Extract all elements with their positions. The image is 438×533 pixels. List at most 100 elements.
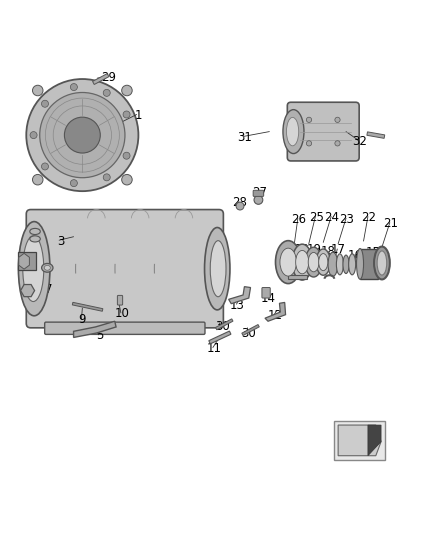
- Circle shape: [71, 84, 78, 91]
- Ellipse shape: [319, 254, 328, 271]
- Polygon shape: [338, 425, 381, 456]
- Circle shape: [26, 79, 138, 191]
- Ellipse shape: [205, 228, 230, 310]
- Text: 17: 17: [331, 244, 346, 256]
- Text: 8: 8: [26, 263, 33, 277]
- Text: 9: 9: [78, 313, 86, 326]
- Circle shape: [122, 85, 132, 96]
- Polygon shape: [367, 132, 385, 139]
- Text: 16: 16: [348, 249, 363, 262]
- Polygon shape: [18, 253, 36, 270]
- Circle shape: [254, 196, 263, 204]
- Text: 6: 6: [23, 289, 31, 302]
- Ellipse shape: [44, 265, 50, 270]
- Text: 3: 3: [57, 235, 64, 248]
- Polygon shape: [334, 421, 385, 460]
- Polygon shape: [209, 331, 231, 344]
- Ellipse shape: [30, 229, 40, 235]
- Text: 31: 31: [237, 131, 252, 144]
- Text: 7: 7: [45, 283, 53, 296]
- Text: 29: 29: [101, 71, 116, 84]
- Text: 24: 24: [325, 211, 339, 224]
- Text: 13: 13: [230, 298, 245, 312]
- Ellipse shape: [42, 263, 53, 272]
- FancyBboxPatch shape: [287, 102, 359, 161]
- Circle shape: [30, 132, 37, 139]
- Ellipse shape: [349, 254, 356, 275]
- Text: 5: 5: [96, 329, 103, 342]
- Ellipse shape: [296, 251, 309, 274]
- Text: 15: 15: [366, 246, 381, 259]
- Circle shape: [335, 141, 340, 146]
- Polygon shape: [265, 302, 286, 321]
- Polygon shape: [229, 287, 251, 304]
- Circle shape: [32, 85, 43, 96]
- Ellipse shape: [23, 236, 44, 302]
- Circle shape: [123, 152, 130, 159]
- FancyBboxPatch shape: [262, 287, 270, 298]
- Circle shape: [42, 100, 49, 107]
- Polygon shape: [92, 74, 109, 85]
- Polygon shape: [360, 248, 378, 279]
- FancyBboxPatch shape: [26, 209, 223, 328]
- Ellipse shape: [210, 241, 226, 297]
- Text: 21: 21: [383, 217, 398, 230]
- FancyBboxPatch shape: [253, 190, 264, 197]
- Text: 14: 14: [261, 292, 276, 304]
- Ellipse shape: [30, 236, 40, 242]
- Polygon shape: [74, 321, 116, 337]
- Polygon shape: [368, 425, 381, 456]
- Ellipse shape: [328, 252, 338, 276]
- Circle shape: [122, 174, 132, 185]
- Ellipse shape: [286, 117, 299, 146]
- FancyBboxPatch shape: [45, 322, 205, 334]
- Text: 30: 30: [241, 327, 256, 340]
- Text: 4: 4: [28, 227, 35, 240]
- Circle shape: [103, 90, 110, 96]
- Text: 26: 26: [291, 213, 306, 225]
- Polygon shape: [288, 275, 307, 279]
- Ellipse shape: [377, 251, 387, 275]
- Ellipse shape: [343, 255, 349, 273]
- FancyBboxPatch shape: [29, 236, 41, 243]
- Ellipse shape: [308, 253, 319, 272]
- Text: 30: 30: [215, 320, 230, 334]
- Ellipse shape: [305, 247, 322, 277]
- Circle shape: [123, 111, 130, 118]
- Ellipse shape: [374, 247, 390, 279]
- Ellipse shape: [280, 248, 297, 276]
- Text: 28: 28: [233, 197, 247, 209]
- Text: 19: 19: [307, 244, 322, 256]
- Circle shape: [335, 117, 340, 123]
- Ellipse shape: [283, 110, 304, 154]
- Text: 22: 22: [361, 211, 376, 224]
- Circle shape: [306, 141, 311, 146]
- Circle shape: [103, 174, 110, 181]
- Text: 25: 25: [309, 211, 324, 224]
- Circle shape: [71, 180, 78, 187]
- Text: 12: 12: [268, 309, 283, 322]
- Circle shape: [236, 202, 244, 210]
- Text: 11: 11: [206, 342, 221, 356]
- Ellipse shape: [18, 222, 50, 316]
- Ellipse shape: [336, 254, 343, 275]
- Text: 18: 18: [320, 245, 335, 257]
- Text: 10: 10: [114, 308, 129, 320]
- Polygon shape: [215, 319, 233, 330]
- Text: 32: 32: [353, 135, 367, 148]
- Circle shape: [42, 163, 49, 170]
- Polygon shape: [242, 325, 259, 335]
- Ellipse shape: [276, 241, 301, 284]
- Text: 27: 27: [252, 187, 267, 199]
- FancyBboxPatch shape: [117, 295, 123, 305]
- Circle shape: [32, 174, 43, 185]
- Polygon shape: [21, 285, 35, 297]
- Circle shape: [64, 117, 100, 153]
- Text: 23: 23: [339, 213, 354, 225]
- FancyBboxPatch shape: [29, 228, 41, 235]
- Circle shape: [306, 117, 311, 123]
- Ellipse shape: [357, 248, 364, 279]
- Ellipse shape: [316, 249, 330, 275]
- Ellipse shape: [292, 244, 312, 280]
- Text: 1: 1: [134, 109, 142, 122]
